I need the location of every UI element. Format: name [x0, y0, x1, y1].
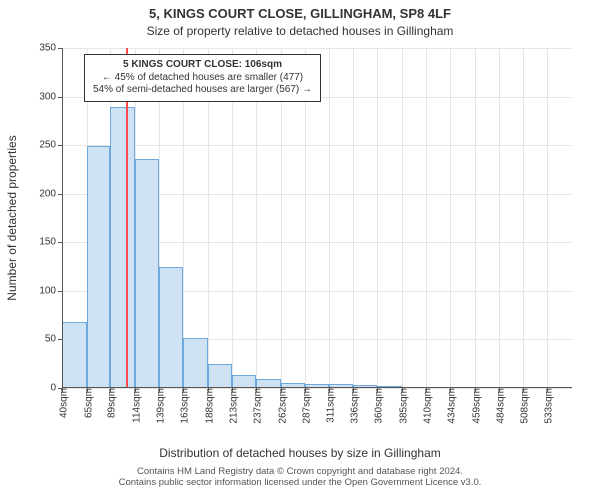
x-tick-label: 360sqm [370, 388, 385, 424]
x-tick-mark [547, 388, 548, 392]
x-tick-mark [402, 388, 403, 392]
x-axis-label: Distribution of detached houses by size … [0, 446, 600, 460]
x-tick-mark [523, 388, 524, 392]
x-tick-mark [281, 388, 282, 392]
x-tick-label: 188sqm [200, 388, 215, 424]
histogram-bar [87, 146, 111, 388]
histogram-bar [159, 267, 183, 388]
annotation-box: 5 KINGS COURT CLOSE: 106sqm ← 45% of det… [84, 54, 321, 102]
histogram-bar [110, 107, 135, 388]
x-tick-label: 533sqm [540, 388, 555, 424]
y-axis-line [62, 48, 63, 388]
x-tick-label: 508sqm [515, 388, 530, 424]
x-tick-mark [377, 388, 378, 392]
x-tick-label: 336sqm [346, 388, 361, 424]
x-tick-label: 89sqm [103, 388, 118, 418]
footer-line1: Contains HM Land Registry data © Crown c… [8, 466, 592, 477]
histogram-bar [183, 338, 208, 388]
gridline-v [475, 48, 476, 388]
annotation-line1: 5 KINGS COURT CLOSE: 106sqm [93, 59, 312, 72]
x-tick-mark [62, 388, 63, 392]
x-tick-mark [499, 388, 500, 392]
histogram-bar [208, 364, 233, 388]
x-tick-mark [256, 388, 257, 392]
x-tick-mark [110, 388, 111, 392]
x-tick-label: 40sqm [55, 388, 70, 418]
x-tick-label: 213sqm [225, 388, 240, 424]
gridline-h [62, 48, 572, 49]
gridline-h [62, 145, 572, 146]
gridline-v [523, 48, 524, 388]
x-tick-label: 65sqm [79, 388, 94, 418]
x-tick-label: 484sqm [492, 388, 507, 424]
x-tick-label: 385sqm [394, 388, 409, 424]
chart-title-sub: Size of property relative to detached ho… [0, 24, 600, 38]
x-tick-label: 287sqm [298, 388, 313, 424]
plot-area: 5 KINGS COURT CLOSE: 106sqm ← 45% of det… [62, 48, 572, 388]
x-tick-label: 434sqm [442, 388, 457, 424]
x-tick-label: 237sqm [248, 388, 263, 424]
gridline-v [450, 48, 451, 388]
annotation-line3: 54% of semi-detached houses are larger (… [93, 84, 312, 97]
histogram-bar [135, 159, 160, 388]
annotation-line2: ← 45% of detached houses are smaller (47… [93, 72, 312, 85]
footer-credits: Contains HM Land Registry data © Crown c… [0, 466, 600, 489]
y-axis-label: Number of detached properties [5, 135, 19, 300]
x-tick-mark [475, 388, 476, 392]
x-tick-mark [450, 388, 451, 392]
x-axis-line [62, 387, 572, 388]
figure: 5, KINGS COURT CLOSE, GILLINGHAM, SP8 4L… [0, 0, 600, 500]
x-tick-label: 163sqm [176, 388, 191, 424]
x-tick-label: 139sqm [152, 388, 167, 424]
footer-line2: Contains public sector information licen… [8, 477, 592, 488]
x-tick-mark [426, 388, 427, 392]
x-tick-label: 114sqm [127, 388, 142, 423]
x-tick-mark [353, 388, 354, 392]
x-tick-label: 311sqm [321, 388, 336, 423]
x-tick-mark [135, 388, 136, 392]
chart-title-main: 5, KINGS COURT CLOSE, GILLINGHAM, SP8 4L… [0, 6, 600, 21]
x-tick-mark [159, 388, 160, 392]
gridline-v [426, 48, 427, 388]
gridline-v [547, 48, 548, 388]
x-tick-mark [208, 388, 209, 392]
x-tick-label: 459sqm [467, 388, 482, 424]
x-tick-mark [87, 388, 88, 392]
gridline-v [329, 48, 330, 388]
gridline-v [377, 48, 378, 388]
x-tick-mark [232, 388, 233, 392]
x-tick-mark [329, 388, 330, 392]
x-tick-label: 410sqm [419, 388, 434, 424]
x-tick-mark [305, 388, 306, 392]
gridline-v [402, 48, 403, 388]
x-tick-mark [183, 388, 184, 392]
x-tick-label: 262sqm [273, 388, 288, 424]
gridline-v [499, 48, 500, 388]
histogram-bar [62, 322, 87, 388]
gridline-v [353, 48, 354, 388]
